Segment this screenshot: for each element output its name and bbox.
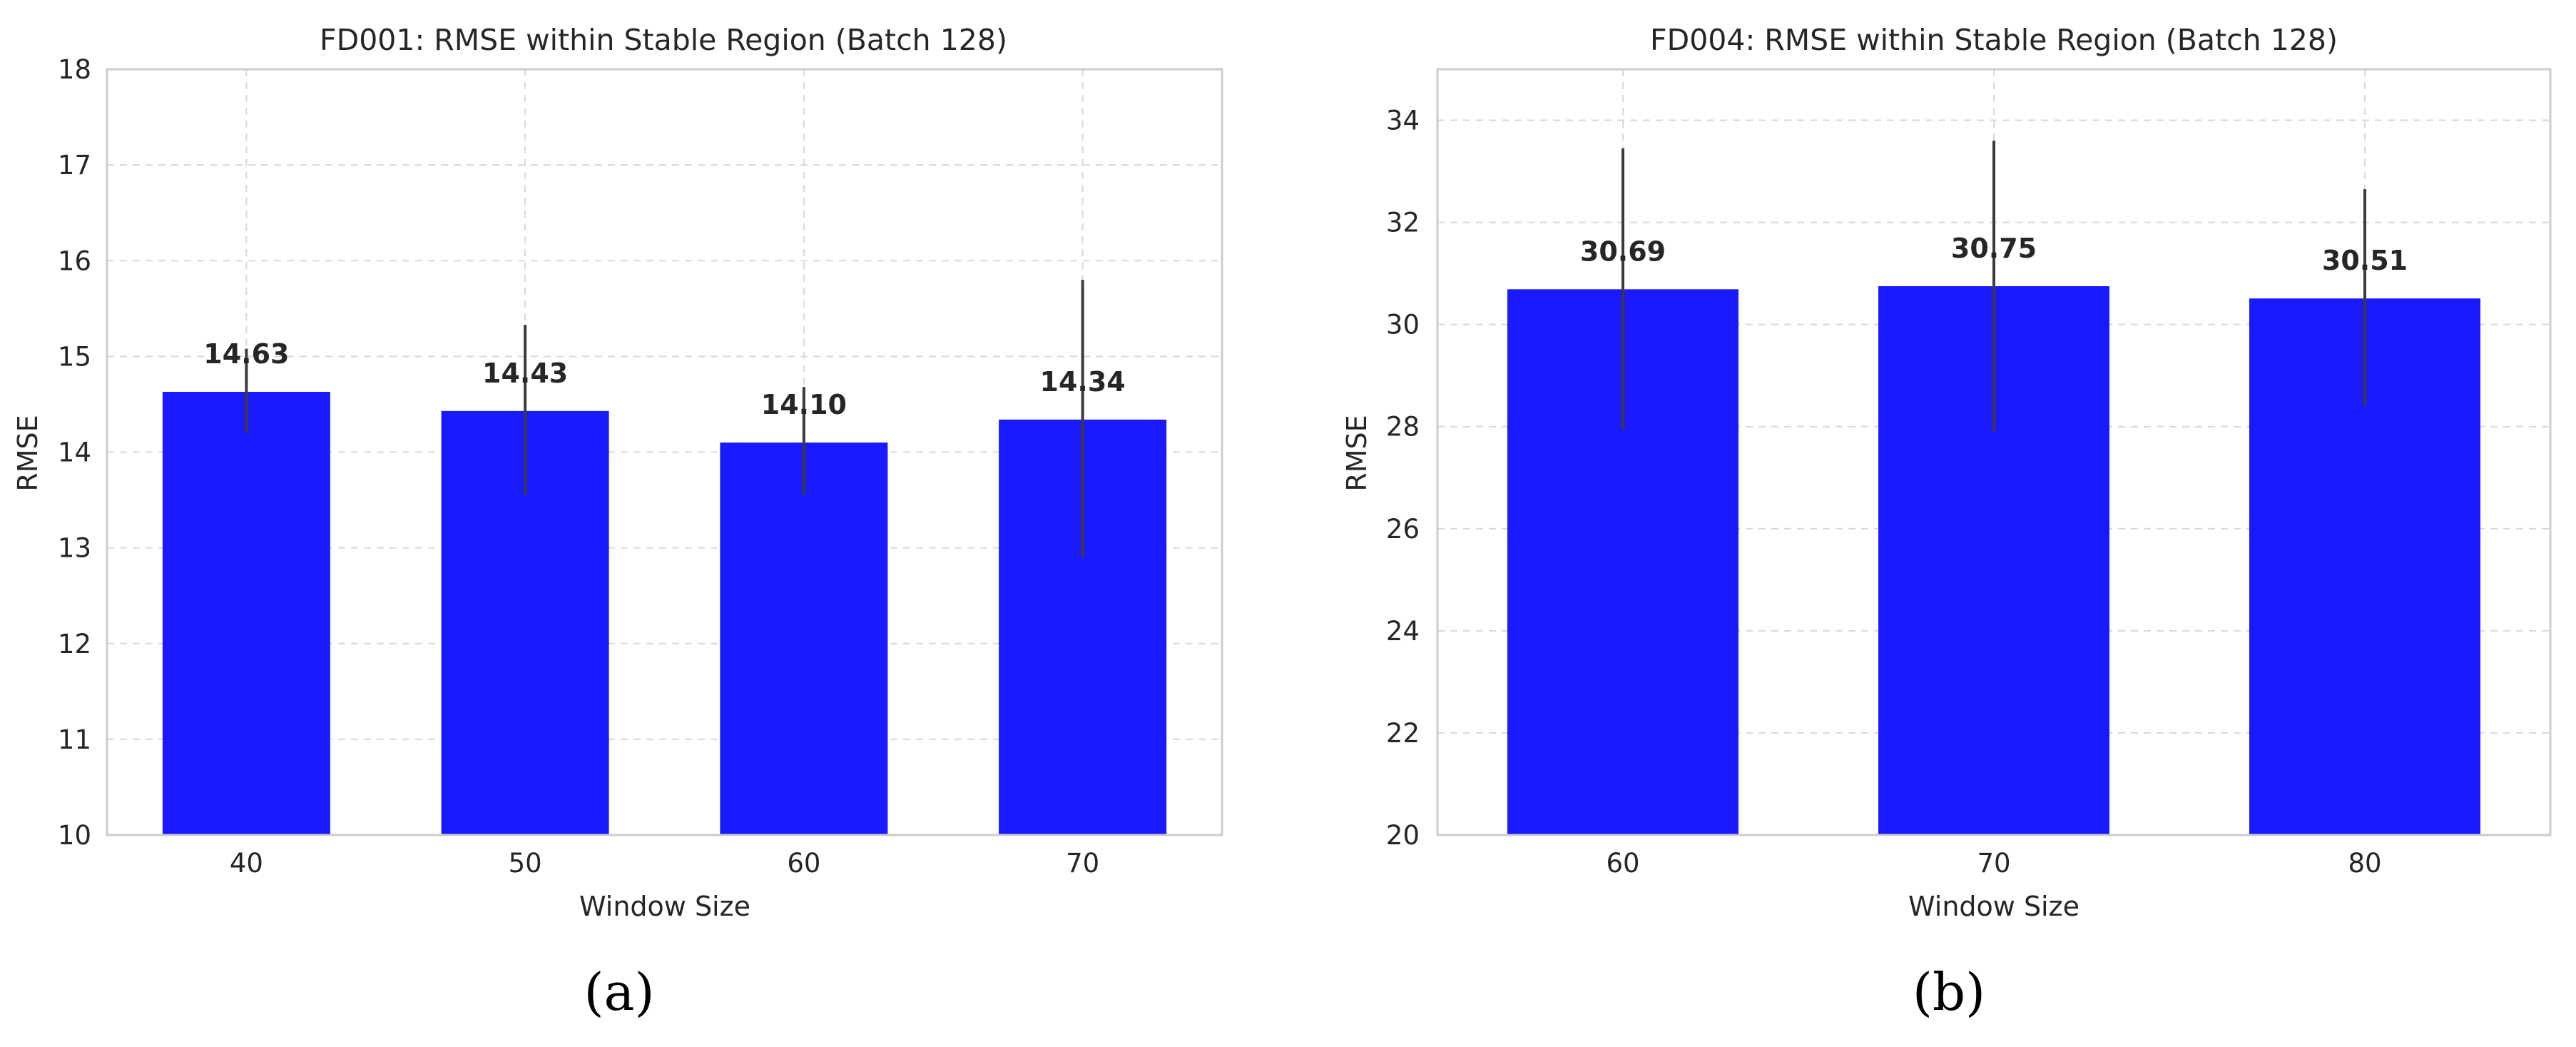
x-tick-label: 40 — [230, 848, 263, 879]
chart-panel-a: FD001: RMSE within Stable Region (Batch … — [12, 23, 1223, 1022]
data-label: 14.63 — [203, 338, 289, 370]
data-label: 30.69 — [1580, 236, 1666, 267]
y-tick-label: 24 — [1386, 616, 1420, 647]
chart-title: FD001: RMSE within Stable Region (Batch … — [320, 23, 1007, 57]
bars — [162, 392, 1167, 835]
x-tick-label: 80 — [2348, 848, 2381, 879]
data-label: 14.10 — [761, 389, 847, 420]
y-tick-labels: 20 22 24 26 28 30 32 34 — [1386, 106, 1420, 851]
y-tick-label: 22 — [1386, 718, 1420, 749]
y-tick-label: 15 — [58, 341, 91, 372]
y-tick-label: 17 — [58, 150, 91, 181]
panel-label: (a) — [584, 962, 654, 1022]
y-tick-label: 32 — [1386, 208, 1420, 238]
y-axis-label: RMSE — [12, 415, 44, 491]
value-labels: 14.63 14.43 14.10 14.34 — [203, 338, 1125, 420]
y-tick-label: 14 — [58, 437, 91, 468]
data-label: 14.34 — [1040, 366, 1126, 398]
x-tick-label: 50 — [509, 848, 542, 879]
data-label: 14.43 — [482, 358, 568, 389]
x-tick-labels: 40 50 60 70 — [230, 848, 1099, 879]
y-tick-label: 20 — [1386, 820, 1420, 851]
y-tick-labels: 10 11 12 13 14 15 16 17 18 — [58, 54, 91, 851]
chart-panel-b: FD004: RMSE within Stable Region (Batch … — [1341, 23, 2552, 1022]
y-tick-label: 34 — [1386, 106, 1420, 136]
y-axis-label: RMSE — [1341, 415, 1373, 491]
bar — [720, 442, 888, 835]
chart-title: FD004: RMSE within Stable Region (Batch … — [1650, 23, 2338, 57]
y-tick-label: 18 — [58, 54, 91, 85]
y-tick-label: 11 — [58, 724, 91, 755]
x-axis-label: Window Size — [579, 891, 750, 922]
value-labels: 30.69 30.75 30.51 — [1580, 233, 2408, 276]
x-tick-label: 60 — [787, 848, 820, 879]
y-tick-label: 26 — [1386, 514, 1420, 545]
bar — [162, 392, 330, 835]
x-tick-label: 70 — [1066, 848, 1099, 879]
y-tick-label: 30 — [1386, 310, 1420, 340]
data-label: 30.51 — [2322, 245, 2408, 276]
plot-frame — [1436, 68, 2552, 836]
y-tick-label: 16 — [58, 246, 91, 276]
x-tick-label: 70 — [1977, 848, 2010, 879]
y-tick-label: 28 — [1386, 412, 1420, 442]
y-tick-label: 13 — [58, 533, 91, 564]
plot-frame — [106, 68, 1223, 836]
x-tick-labels: 60 70 80 — [1606, 848, 2381, 879]
error-bars — [245, 280, 1084, 558]
y-tick-label: 10 — [58, 820, 91, 851]
y-tick-label: 12 — [58, 629, 91, 659]
panel-label: (b) — [1913, 962, 1985, 1022]
x-tick-label: 60 — [1606, 848, 1639, 879]
error-bars — [1622, 141, 2366, 432]
data-label: 30.75 — [1951, 233, 2037, 264]
x-axis-label: Window Size — [1908, 891, 2079, 922]
